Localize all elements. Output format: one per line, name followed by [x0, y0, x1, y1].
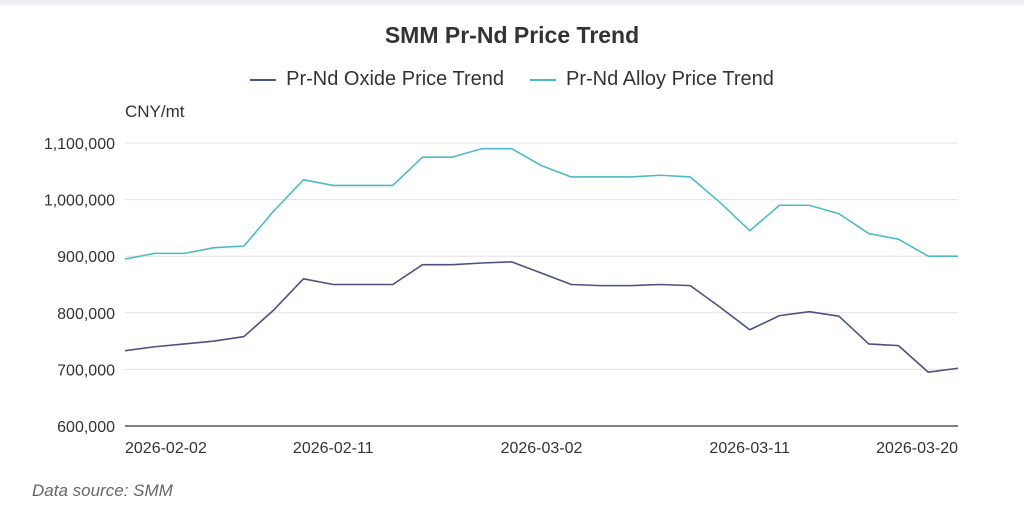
y-tick-label: 1,000,000 [44, 193, 115, 210]
x-tick-label: 2026-03-20 [876, 440, 958, 457]
legend-item-alloy[interactable]: Pr-Nd Alloy Price Trend [530, 68, 774, 91]
chart-title: SMM Pr-Nd Price Trend [384, 22, 640, 48]
legend-label-oxide: Pr-Nd Oxide Price Trend [286, 68, 504, 90]
x-tick-label: 2026-02-11 [293, 440, 374, 457]
legend-label-alloy: Pr-Nd Alloy Price Trend [566, 68, 774, 90]
x-tick-label: 2026-02-02 [125, 440, 207, 457]
y-tick-label: 1,100,000 [44, 136, 115, 153]
data-source: Data source: SMM [32, 481, 173, 500]
series-line-oxide [124, 261, 959, 374]
legend: Pr-Nd Oxide Price Trend Pr-Nd Alloy Pric… [0, 68, 1024, 91]
legend-swatch-oxide [250, 78, 277, 81]
top-border [0, 0, 1024, 5]
series-line-alloy [124, 147, 958, 260]
y-axis-unit: CNY/mt [125, 102, 185, 121]
x-tick-label: 2026-03-11 [709, 440, 790, 457]
y-tick-label: 600,000 [57, 419, 115, 436]
y-tick-label: 700,000 [57, 362, 115, 379]
x-tick-label: 2026-03-02 [501, 440, 583, 457]
legend-item-oxide[interactable]: Pr-Nd Oxide Price Trend [250, 68, 504, 91]
legend-swatch-alloy [530, 78, 556, 81]
y-tick-label: 800,000 [57, 306, 115, 323]
y-tick-label: 900,000 [57, 249, 115, 266]
